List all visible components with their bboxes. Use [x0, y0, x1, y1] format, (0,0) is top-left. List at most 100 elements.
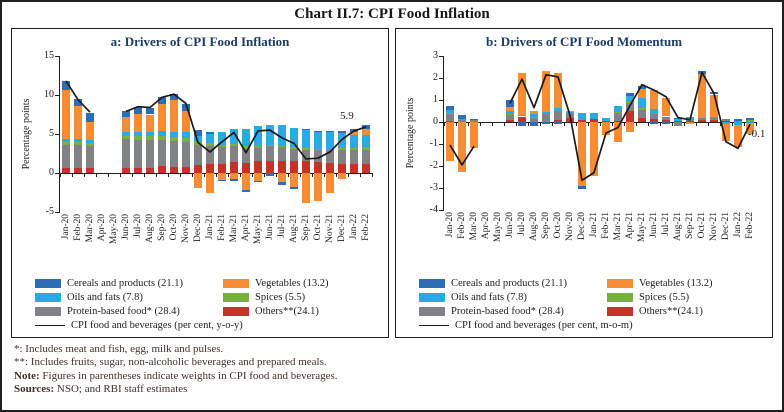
panel-a-title: a: Drivers of CPI Food Inflation: [110, 34, 290, 49]
x-axis-tick: [276, 173, 277, 177]
note-line: Note: Figures in parentheses indicate we…: [14, 369, 338, 382]
x-axis-label: Mar-20: [85, 214, 95, 243]
x-axis-tick: [144, 173, 145, 177]
x-axis-label: Jun-21: [265, 214, 275, 240]
legend-item: Others**(24.1): [607, 306, 749, 317]
x-axis-tick: [240, 173, 241, 177]
x-axis-label: Oct-20: [553, 212, 563, 239]
legend-label: Others**(24.1): [255, 306, 319, 317]
x-axis-label: Oct-21: [313, 214, 323, 241]
x-axis-tick: [468, 122, 469, 126]
bar-protein: [134, 140, 142, 168]
note-line: *: Includes meat and fish, egg, milk and…: [14, 343, 224, 355]
line-end-label: -0.1: [748, 128, 766, 141]
bar-vegetables: [230, 173, 238, 180]
bar-others: [170, 166, 178, 173]
legend-label: Spices (5.5): [639, 292, 690, 303]
bar-cereals: [518, 122, 526, 127]
bar-others: [134, 167, 142, 173]
bar-others: [710, 119, 718, 122]
bar-protein: [530, 117, 538, 122]
x-axis-label: Jan-21: [205, 214, 215, 240]
x-axis-tick: [516, 122, 517, 126]
x-axis-labels: Jan-20 Feb-20 Mar-20 Apr-20 May-20 Jun-20 Jul-…: [444, 212, 756, 270]
chart-title: Chart II.7: CPI Food Inflation: [294, 6, 490, 22]
bar-others: [290, 161, 298, 173]
x-axis-label: Feb-22: [745, 212, 755, 239]
bar-spices: [338, 148, 346, 151]
bar-vegetables: [278, 173, 286, 183]
bar-others: [86, 167, 94, 173]
bar-spices: [506, 114, 514, 116]
bar-spices: [230, 144, 238, 147]
bar-spices: [182, 137, 190, 142]
bar-vegetables: [650, 90, 658, 109]
x-axis-tick: [720, 122, 721, 126]
bar-vegetables: [746, 123, 754, 135]
y-axis-tick-label: -3: [429, 182, 438, 193]
bar-cereals: [746, 117, 754, 120]
bar-oils: [62, 139, 70, 142]
legend-label: Oils and fats (7.8): [451, 292, 527, 303]
bar-spices: [638, 107, 646, 110]
bar-vegetables: [458, 122, 466, 172]
bar-others: [506, 119, 514, 122]
y-axis-tick: [439, 122, 444, 123]
x-axis-tick: [360, 173, 361, 177]
bar-vegetables: [74, 105, 82, 140]
bar-oils: [254, 126, 262, 146]
bar-cereals: [734, 118, 742, 121]
legend: Cereals and products (21.1) Vegetables (1…: [18, 278, 382, 331]
x-axis-label: Sep-21: [301, 214, 311, 241]
bar-cereals: [230, 179, 238, 181]
legend-item: CPI food and beverages (per cent, m-o-m): [419, 320, 749, 331]
x-axis-tick: [756, 122, 757, 126]
bar-others: [194, 165, 202, 173]
bar-oils: [446, 109, 454, 113]
x-axis-label: May-21: [637, 212, 647, 243]
y-axis-tick: [439, 144, 444, 145]
bar-protein: [698, 117, 706, 120]
y-axis-tick: [439, 166, 444, 167]
y-axis-tick: [439, 78, 444, 79]
x-axis-tick: [624, 122, 625, 126]
bar-spices: [146, 136, 154, 141]
x-axis-label: Aug-21: [673, 212, 683, 242]
bar-spices: [350, 148, 358, 151]
x-axis-label: Feb-21: [601, 212, 611, 239]
bar-vegetables: [86, 121, 94, 141]
bar-cereals: [146, 108, 154, 115]
x-axis-label: Jan-22: [349, 214, 359, 240]
x-axis-label: Dec-21: [337, 214, 347, 242]
x-axis-label: Jan-21: [589, 212, 599, 238]
bar-protein: [338, 150, 346, 164]
bar-vegetables: [338, 173, 346, 180]
bar-cereals: [626, 93, 634, 96]
bar-vegetables: [542, 71, 550, 113]
bar-oils: [542, 112, 550, 115]
bar-vegetables: [602, 122, 610, 136]
bar-spices: [290, 147, 298, 149]
panel-b: b: Drivers of CPI Food Momentum Percenta…: [395, 28, 773, 338]
x-axis-label: Jun-20: [505, 212, 515, 238]
bar-oils: [590, 113, 598, 119]
bar-protein: [302, 149, 310, 162]
legend-item: Spices (5.5): [607, 292, 749, 303]
x-axis-label: Mar-20: [469, 212, 479, 241]
x-axis-tick: [96, 173, 97, 177]
bar-oils: [746, 122, 754, 124]
bar-protein: [350, 150, 358, 165]
legend-item: CPI food and beverages (per cent, y-o-y): [35, 320, 365, 331]
bar-spices: [74, 141, 82, 145]
x-axis-tick: [216, 173, 217, 177]
x-axis-label: Sep-21: [685, 212, 695, 239]
y-axis-line: [443, 56, 444, 210]
bar-oils: [218, 132, 226, 145]
bar-others: [350, 164, 358, 173]
bar-vegetables: [134, 113, 142, 132]
bar-spices: [326, 148, 334, 151]
footnotes: *: Includes meat and fish, egg, milk and…: [14, 343, 770, 397]
y-axis-tick: [55, 173, 60, 174]
x-axis-label: Jun-20: [121, 214, 131, 240]
bar-vegetables: [554, 72, 562, 108]
